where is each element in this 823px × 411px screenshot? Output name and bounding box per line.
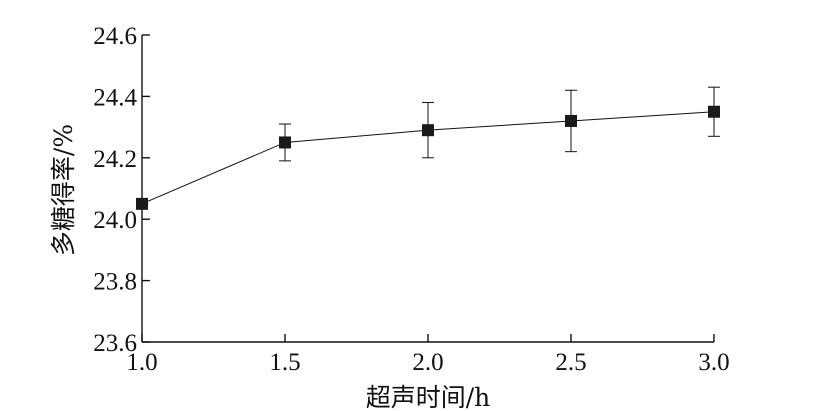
- x-axis-title: 超声时间/h: [366, 383, 491, 411]
- x-tick-label: 3.0: [698, 349, 729, 376]
- data-point: [708, 105, 720, 118]
- x-tick-label: 2.5: [555, 349, 586, 376]
- y-axis-title: 多糖得率/%: [49, 124, 78, 256]
- x-tick-label: 2.0: [412, 349, 443, 376]
- y-tick-label: 24.0: [93, 207, 137, 234]
- data-point: [422, 124, 434, 137]
- tick-marks: [141, 34, 715, 343]
- x-tick-label: 1.5: [269, 349, 300, 376]
- x-tick-label: 1.0: [126, 349, 157, 376]
- y-tick-label: 24.2: [93, 146, 137, 173]
- data-point: [136, 197, 148, 210]
- y-tick-label: 24.4: [93, 84, 137, 111]
- y-tick-label: 23.6: [93, 330, 137, 357]
- data-series: [136, 86, 720, 210]
- y-tick-label: 23.8: [93, 269, 137, 296]
- data-point: [279, 136, 291, 149]
- data-point: [565, 114, 577, 127]
- tick-labels: 23.6 23.8 24.0 24.2 24.4 24.6 1.0 1.5 2.0 2.5 3.0: [93, 23, 729, 376]
- axes: [141, 35, 714, 343]
- y-tick-label: 24.6: [93, 23, 137, 50]
